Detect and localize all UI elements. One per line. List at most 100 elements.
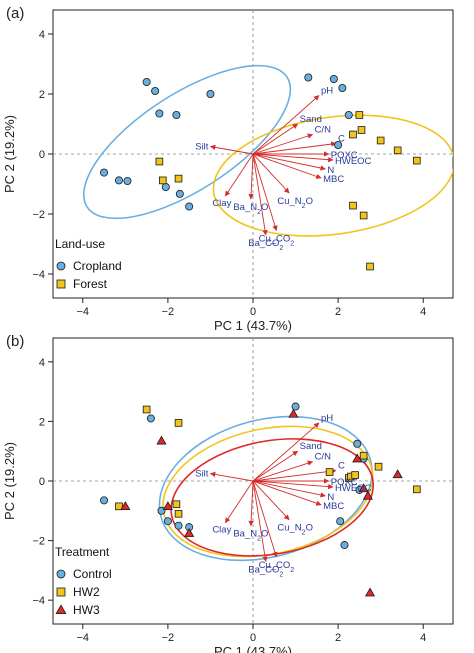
loading-label: MBC bbox=[323, 174, 344, 185]
loading-arrow bbox=[252, 153, 278, 232]
control-point bbox=[163, 517, 172, 526]
cropland-point bbox=[329, 75, 338, 84]
control-point bbox=[174, 521, 183, 530]
loading-arrow bbox=[252, 460, 314, 482]
x-tick-label: −4 bbox=[77, 632, 90, 644]
loading-label: Silt bbox=[195, 142, 209, 153]
control-point bbox=[100, 496, 109, 505]
loading-label: Cu_CO2 bbox=[259, 560, 295, 574]
loading-arrow bbox=[252, 133, 314, 155]
panel-a: (a) −4 −2 0 2 4 −4 −2 0 2 4 PC 1 (43.7%) PC 2 (19.2%… bbox=[2, 5, 454, 333]
forest-point bbox=[413, 156, 421, 165]
legend-marker-cropland bbox=[56, 261, 66, 271]
loading-arrow bbox=[252, 95, 320, 155]
legend-marker-control bbox=[56, 569, 66, 579]
cropland-point bbox=[334, 140, 343, 149]
forest-point bbox=[155, 157, 164, 166]
forest-point bbox=[357, 126, 366, 134]
hw3-point bbox=[162, 501, 173, 511]
cropland-point bbox=[185, 202, 194, 211]
forest-point bbox=[359, 211, 368, 220]
y-tick-label: 2 bbox=[39, 416, 45, 428]
loading-label: Ba_CO2 bbox=[248, 564, 283, 578]
hw2-point bbox=[174, 419, 183, 427]
legend-label: Control bbox=[73, 567, 112, 581]
ellipse-hw3 bbox=[170, 438, 375, 557]
legend-label: HW3 bbox=[73, 603, 100, 617]
cropland-point bbox=[114, 176, 123, 185]
loading-label: POXC bbox=[331, 477, 358, 488]
control-point bbox=[336, 517, 345, 526]
x-tick-label: 4 bbox=[420, 632, 426, 644]
forest-point bbox=[158, 176, 167, 185]
loading-label: Ba_N2O bbox=[233, 202, 268, 216]
loading-label: N bbox=[327, 165, 334, 176]
hw2-point bbox=[413, 485, 421, 494]
loading-arrow bbox=[252, 480, 290, 521]
legend-label: Cropland bbox=[73, 259, 122, 273]
loading-arrow bbox=[252, 480, 278, 558]
cropland-point bbox=[100, 168, 109, 177]
loading-label: HWEOC bbox=[335, 483, 372, 494]
hw2-point bbox=[351, 471, 359, 479]
x-axis-title: PC 1 (43.7%) bbox=[214, 318, 292, 333]
y-axis-title: PC 2 (19.2%) bbox=[2, 115, 17, 193]
loading-label: Silt bbox=[195, 469, 209, 480]
loading-label: Sand bbox=[300, 441, 322, 452]
x-axis-title: PC 1 (43.7%) bbox=[214, 644, 292, 653]
control-point bbox=[157, 506, 166, 515]
cropland-point bbox=[155, 109, 164, 118]
loading-arrow bbox=[252, 480, 326, 498]
loading-arrow bbox=[252, 480, 322, 506]
loading-label: HWEOC bbox=[335, 156, 372, 167]
legend-marker-forest bbox=[56, 279, 66, 289]
loading-label: C/N bbox=[315, 125, 332, 136]
hw2-point bbox=[359, 451, 368, 460]
loading-label: C/N bbox=[315, 452, 332, 463]
cropland-point bbox=[172, 111, 181, 120]
loading-label: Cu_N2O bbox=[277, 196, 313, 210]
loading-arrow bbox=[252, 450, 299, 482]
loading-arrow bbox=[248, 480, 254, 527]
x-tick-label: 2 bbox=[335, 306, 341, 318]
cropland-point bbox=[344, 111, 353, 120]
x-tick-label: 0 bbox=[250, 632, 256, 644]
forest-point bbox=[349, 130, 357, 139]
y-tick-label: −2 bbox=[32, 209, 45, 221]
x-tick-label: 4 bbox=[420, 306, 426, 318]
control-point bbox=[340, 541, 349, 550]
cropland-point bbox=[338, 84, 347, 93]
x-tick-label: −2 bbox=[162, 632, 175, 644]
ellipse-control bbox=[158, 415, 373, 562]
x-tick-label: −4 bbox=[77, 306, 90, 318]
forest-point bbox=[376, 136, 385, 145]
legend-label: Forest bbox=[73, 277, 108, 291]
cropland-point bbox=[304, 73, 313, 82]
panel-b: (b) −4 −2 0 2 4 −4 −2 0 2 4 PC 1 (43.7%) PC 2 (19.2%… bbox=[2, 333, 454, 653]
hw2-point bbox=[174, 509, 183, 518]
hw2-point bbox=[172, 500, 181, 509]
loading-label: Sand bbox=[300, 114, 322, 125]
hw3-point bbox=[184, 527, 195, 537]
legend-marker-hw3 bbox=[55, 604, 67, 614]
loading-arrow bbox=[224, 480, 254, 524]
loading-label: Ba_CO2 bbox=[248, 238, 283, 252]
x-tick-label: 0 bbox=[250, 306, 256, 318]
panel-label: (b) bbox=[6, 333, 24, 350]
hw2-point bbox=[115, 502, 123, 511]
cropland-point bbox=[161, 182, 170, 191]
loading-label: MBC bbox=[323, 501, 344, 512]
x-tick-label: 2 bbox=[335, 632, 341, 644]
loading-arrow bbox=[252, 153, 322, 179]
legend: Land-use Cropland Forest bbox=[55, 237, 122, 291]
cropland-point bbox=[175, 189, 184, 198]
ellipse-forest bbox=[212, 114, 453, 237]
hw3-point bbox=[352, 453, 363, 463]
y-tick-label: 4 bbox=[39, 29, 45, 41]
loading-label: pH bbox=[321, 413, 333, 424]
cropland-point bbox=[142, 78, 151, 87]
loading-arrow bbox=[209, 471, 254, 482]
ellipse-cropland bbox=[82, 64, 292, 220]
loading-arrow bbox=[252, 153, 326, 171]
control-point bbox=[146, 414, 155, 423]
